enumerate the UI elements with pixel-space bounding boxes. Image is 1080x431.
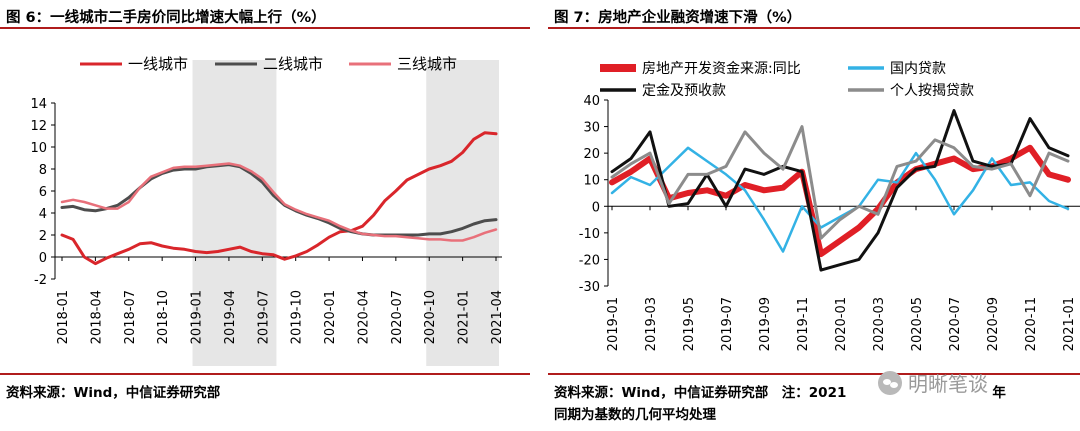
series-2-line	[610, 109, 1070, 272]
series-1-line	[610, 146, 1070, 253]
series-2-line	[60, 162, 498, 242]
left-source-note: 资料来源：Wind，中信证券研究部	[6, 385, 221, 401]
x-tick-label: 2019-01	[190, 290, 205, 344]
right-line-chart: -30 -20 -10 0 10 20 30 40 2019-01 2019-03 2019-05 2…	[579, 61, 1080, 351]
x-tick-label: 2018-04	[89, 290, 104, 344]
y-tick-label: 20	[583, 147, 600, 162]
legend-label: 定金及预收款	[642, 83, 726, 99]
x-tick-label: 2020-07	[390, 290, 405, 344]
y-tick-label: 0	[39, 251, 47, 266]
legend-label: 房地产开发资金来源:同比	[642, 61, 801, 77]
x-tick-label: 2019-01	[606, 297, 621, 351]
left-chart-title: 图 6：一线城市二手房价同比增速大幅上行（%）	[6, 10, 326, 26]
y-tick-label: 12	[30, 119, 47, 134]
x-tick-label: 2020-10	[423, 290, 438, 344]
x-tick-label: 2019-04	[223, 290, 238, 344]
y-tick-label: -10	[579, 227, 600, 242]
left-line-chart: -2 0 2 4 6 8 10 12 14 2018-01 2018-04 2018-07 2018-1…	[30, 55, 505, 366]
y-tick-label: 30	[583, 121, 600, 136]
legend-label: 国内贷款	[890, 61, 946, 77]
source-rule	[548, 373, 1080, 375]
series-1-line	[60, 163, 498, 237]
y-tick-label: 8	[39, 163, 47, 178]
right-chart-panel: 图 7：房地产企业融资增速下滑（%） -30 -20 -10 0 10 20 30 40 201…	[548, 0, 1080, 431]
source-text: 资料来源：Wind，中信证券研究部 注：2021	[554, 385, 847, 401]
shaded-period-1	[426, 60, 499, 366]
x-tick-label: 2018-01	[56, 290, 71, 344]
x-tick-label: 2018-10	[156, 290, 171, 344]
source-rule	[0, 373, 530, 375]
y-tick-label: 0	[592, 200, 600, 215]
y-tick-label: 2	[39, 229, 47, 244]
x-tick-label: 2019-09	[758, 297, 773, 351]
x-tick-label: 2021-01	[457, 290, 472, 344]
y-tick-label: -2	[34, 273, 47, 288]
source-tail: 年	[992, 385, 1006, 401]
x-tick-label: 2021-04	[490, 290, 505, 344]
shaded-period-0	[192, 60, 277, 366]
title-rule	[0, 27, 530, 29]
x-tick-label: 2020-07	[948, 297, 963, 351]
x-tick-label: 2019-10	[290, 290, 305, 344]
y-tick-label: 4	[39, 207, 47, 222]
right-source-note: 资料来源：Wind，中信证券研究部 注：2021 年	[554, 381, 1006, 401]
x-tick-label: 2018-07	[123, 290, 138, 344]
y-tick-label: 40	[583, 94, 600, 109]
y-tick-label: 10	[30, 141, 47, 156]
x-tick-label: 2020-01	[323, 290, 338, 344]
x-tick-label: 2020-11	[1024, 297, 1039, 351]
right-source-note-line2: 同期为基数的几何平均处理	[554, 407, 716, 423]
legend-label: 二线城市	[263, 55, 323, 73]
right-chart-title: 图 7：房地产企业融资增速下滑（%）	[554, 10, 802, 26]
left-chart-panel: 图 6：一线城市二手房价同比增速大幅上行（%） -2 0 2 4 6 8 10 12 14 201…	[0, 0, 530, 431]
series-3-line	[610, 125, 1070, 240]
x-tick-label: 2020-01	[834, 297, 849, 351]
x-tick-label: 2020-05	[910, 297, 925, 351]
y-tick-label: 6	[39, 185, 47, 200]
x-tick-label: 2020-03	[872, 297, 887, 351]
x-tick-label: 2019-05	[682, 297, 697, 351]
legend-label: 个人按揭贷款	[890, 83, 974, 99]
series-0-line	[609, 144, 1071, 258]
title-rule	[548, 27, 1080, 29]
x-tick-label: 2020-09	[986, 297, 1001, 351]
x-tick-label: 2019-07	[256, 290, 271, 344]
y-tick-label: -20	[579, 253, 600, 268]
wechat-icon	[878, 370, 902, 395]
x-tick-label: 2019-03	[644, 297, 659, 351]
x-tick-label: 2020-04	[356, 290, 371, 344]
legend-label: 一线城市	[128, 55, 188, 73]
legend-label: 三线城市	[397, 55, 457, 73]
y-tick-label: -30	[579, 280, 600, 295]
series-0-line	[60, 131, 498, 266]
x-tick-label: 2019-11	[796, 297, 811, 351]
y-tick-label: 10	[583, 174, 600, 189]
y-tick-label: 14	[30, 97, 47, 112]
x-tick-label: 2021-01	[1062, 297, 1077, 351]
watermark-text: 明晰笔谈	[908, 372, 988, 396]
watermark: 明晰笔谈	[878, 368, 988, 397]
x-tick-label: 2019-07	[720, 297, 735, 351]
